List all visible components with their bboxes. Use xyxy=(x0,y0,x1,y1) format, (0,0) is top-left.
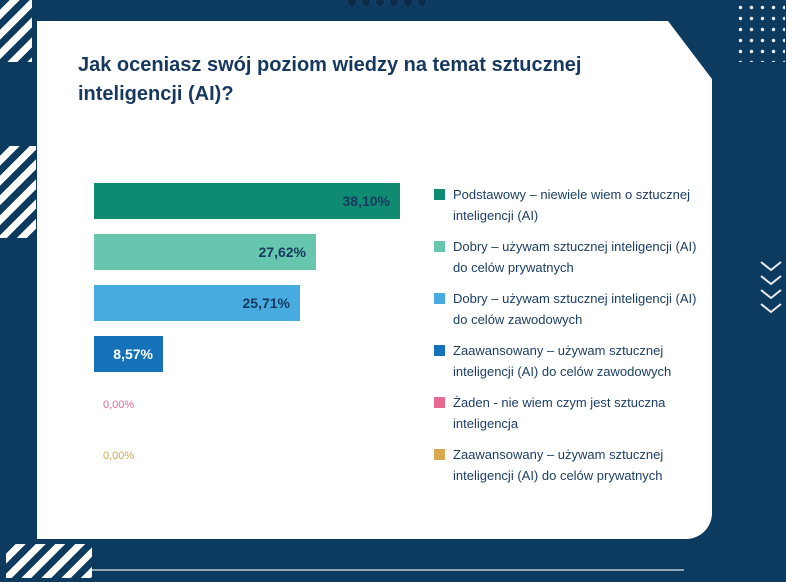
bar-segment: 27,62% xyxy=(94,234,316,270)
bar-row: 38,10% xyxy=(94,183,439,219)
decorative-dot xyxy=(389,0,399,7)
decorative-dot xyxy=(403,0,413,7)
legend-label: Zaawansowany – używam sztucznej intelige… xyxy=(453,447,664,483)
bar-row: 8,57% xyxy=(94,336,439,372)
decorative-dot xyxy=(361,0,371,7)
legend-label: Zaawansowany – używam sztucznej intelige… xyxy=(453,343,672,379)
chevrons-down-icon xyxy=(760,261,782,314)
bar-value-label: 0,00% xyxy=(103,450,135,462)
legend-swatch xyxy=(434,241,445,252)
decorative-dot xyxy=(375,0,385,7)
bar-value-label: 0,00% xyxy=(103,399,135,411)
bar-row: 27,62% xyxy=(94,234,439,270)
bar-value-label: 27,62% xyxy=(258,244,306,260)
legend-swatch xyxy=(434,397,445,408)
chart-legend: Podstawowy – niewiele wiem o sztucznej i… xyxy=(434,184,712,486)
bar-row: 0,00% xyxy=(94,438,439,474)
legend-item: Dobry – używam sztucznej inteligencji (A… xyxy=(434,236,712,278)
decorative-stripes-top-left xyxy=(0,0,32,62)
bar-segment: 25,71% xyxy=(94,285,300,321)
legend-swatch xyxy=(434,345,445,356)
page-title: Jak oceniasz swój poziom wiedzy na temat… xyxy=(78,54,582,105)
bar-row: 25,71% xyxy=(94,285,439,321)
legend-swatch xyxy=(434,189,445,200)
decorative-stripes-bottom-left xyxy=(6,544,92,578)
legend-item: Zaawansowany – używam sztucznej intelige… xyxy=(434,340,712,382)
decorative-dot xyxy=(417,0,427,7)
legend-label: Żaden - nie wiem czym jest sztuczna inte… xyxy=(453,395,666,431)
chevrons-decoration xyxy=(757,259,785,326)
legend-item: Żaden - nie wiem czym jest sztuczna inte… xyxy=(434,392,712,434)
bar-segment: 8,57% xyxy=(94,336,163,372)
legend-swatch xyxy=(434,449,445,460)
bar-value-label: 38,10% xyxy=(342,193,390,209)
decorative-dots-row xyxy=(347,0,427,7)
bar-value-label: 25,71% xyxy=(242,295,290,311)
legend-label: Dobry – używam sztucznej inteligencji (A… xyxy=(453,291,697,327)
bar-row: 0,00% xyxy=(94,387,439,423)
legend-item: Zaawansowany – używam sztucznej intelige… xyxy=(434,444,712,486)
decorative-stripes-mid-left xyxy=(0,146,36,238)
decorative-dot-grid-top-right xyxy=(735,2,785,62)
content-card: Jak oceniasz swój poziom wiedzy na temat… xyxy=(37,21,712,539)
legend-swatch xyxy=(434,293,445,304)
legend-label: Podstawowy – niewiele wiem o sztucznej i… xyxy=(453,187,690,223)
bar-value-label: 8,57% xyxy=(113,346,153,362)
decorative-dot xyxy=(347,0,357,7)
chart-bars: 38,10% 27,62% 25,71% 8,57% 0,00% 0,00% xyxy=(94,183,439,489)
legend-item: Podstawowy – niewiele wiem o sztucznej i… xyxy=(434,184,712,226)
bar-segment: 38,10% xyxy=(94,183,400,219)
footer-divider-line xyxy=(92,569,684,571)
legend-item: Dobry – używam sztucznej inteligencji (A… xyxy=(434,288,712,330)
legend-label: Dobry – używam sztucznej inteligencji (A… xyxy=(453,239,697,275)
